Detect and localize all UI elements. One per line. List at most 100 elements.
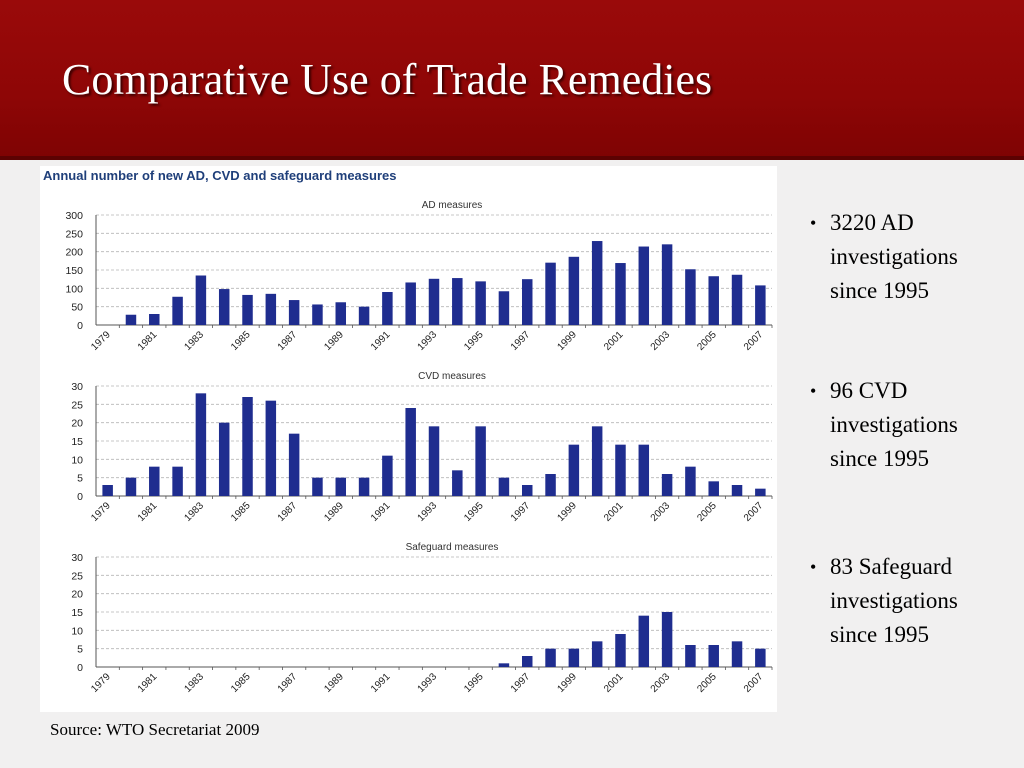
x-tick-label: 1983 bbox=[183, 500, 207, 524]
bar-2003 bbox=[661, 612, 673, 667]
bar-2000 bbox=[591, 241, 603, 325]
bar-2005 bbox=[708, 481, 719, 496]
x-tick-label: 2003 bbox=[649, 329, 673, 353]
bar-1984 bbox=[218, 422, 230, 496]
y-tick-label: 10 bbox=[71, 454, 83, 466]
bar-2004 bbox=[685, 645, 696, 667]
chart-title: CVD measures bbox=[418, 371, 486, 382]
bullet-text-safeguard: 83 Safeguard investigations since 1995 bbox=[830, 554, 958, 647]
y-tick-label: 0 bbox=[77, 491, 83, 503]
bar-2000 bbox=[591, 641, 603, 667]
y-tick-label: 5 bbox=[77, 644, 83, 656]
bar-2001 bbox=[615, 634, 626, 667]
source-note: Source: WTO Secretariat 2009 bbox=[50, 720, 260, 739]
bar-1985 bbox=[242, 397, 253, 496]
bar-1986 bbox=[265, 293, 277, 325]
x-tick-label: 1993 bbox=[416, 329, 440, 353]
bar-1997 bbox=[521, 279, 533, 325]
y-tick-label: 300 bbox=[65, 210, 83, 222]
slide-header bbox=[0, 0, 1024, 160]
bar-1999 bbox=[568, 648, 580, 667]
x-tick-label: 1993 bbox=[416, 500, 440, 524]
x-tick-label: 2001 bbox=[602, 500, 626, 524]
y-tick-label: 25 bbox=[71, 399, 83, 411]
x-tick-label: 1981 bbox=[136, 329, 160, 353]
bar-1990 bbox=[358, 477, 370, 496]
y-tick-label: 20 bbox=[71, 589, 83, 601]
x-tick-label: 1981 bbox=[136, 671, 160, 695]
bar-1981 bbox=[149, 466, 160, 496]
bar-2000 bbox=[591, 426, 603, 496]
y-tick-label: 15 bbox=[71, 436, 83, 448]
bullet-safeguard: • 83 Safeguard investigations since 1995 bbox=[810, 550, 1010, 652]
bar-1987 bbox=[288, 433, 300, 496]
y-tick-label: 15 bbox=[71, 607, 83, 619]
y-tick-label: 10 bbox=[71, 625, 83, 637]
bar-2003 bbox=[661, 244, 673, 325]
x-tick-label: 2005 bbox=[695, 500, 719, 524]
x-tick-label: 1997 bbox=[509, 329, 533, 353]
x-tick-label: 1985 bbox=[229, 500, 253, 524]
x-tick-label: 1993 bbox=[416, 671, 440, 695]
bar-1997 bbox=[521, 656, 533, 667]
x-tick-label: 1981 bbox=[136, 500, 160, 524]
y-tick-label: 25 bbox=[71, 570, 83, 582]
y-tick-label: 50 bbox=[71, 302, 83, 314]
bar-1985 bbox=[242, 294, 253, 325]
bar-1991 bbox=[382, 455, 393, 496]
bar-1989 bbox=[335, 302, 347, 325]
y-tick-label: 5 bbox=[77, 473, 83, 485]
bar-1983 bbox=[195, 393, 207, 496]
x-tick-label: 1985 bbox=[229, 671, 253, 695]
x-tick-label: 2007 bbox=[742, 329, 766, 353]
chart-title: Safeguard measures bbox=[406, 542, 499, 553]
bar-2001 bbox=[615, 444, 626, 496]
bar-2007 bbox=[755, 285, 766, 325]
bar-1993 bbox=[428, 426, 440, 496]
y-tick-label: 100 bbox=[65, 283, 83, 295]
x-tick-label: 2003 bbox=[649, 671, 673, 695]
bar-1992 bbox=[405, 282, 416, 325]
bar-1998 bbox=[545, 474, 556, 496]
bar-1987 bbox=[288, 300, 300, 325]
bar-1988 bbox=[312, 477, 323, 496]
figure-panel: Annual number of new AD, CVD and safegua… bbox=[40, 166, 777, 712]
bar-1995 bbox=[475, 281, 486, 325]
bar-2007 bbox=[755, 488, 766, 496]
bar-1999 bbox=[568, 256, 580, 325]
x-tick-label: 1979 bbox=[89, 329, 113, 353]
x-tick-label: 1999 bbox=[555, 500, 579, 524]
bar-1994 bbox=[452, 470, 463, 496]
x-tick-label: 2005 bbox=[695, 329, 719, 353]
bar-2004 bbox=[685, 466, 696, 496]
x-tick-label: 1991 bbox=[369, 671, 393, 695]
bullet-marker: • bbox=[810, 213, 817, 233]
bar-1981 bbox=[149, 314, 160, 325]
x-tick-label: 1987 bbox=[276, 329, 300, 353]
bullet-marker: • bbox=[810, 381, 817, 401]
y-tick-label: 150 bbox=[65, 265, 83, 277]
x-tick-label: 2003 bbox=[649, 500, 673, 524]
x-tick-label: 1985 bbox=[229, 329, 253, 353]
x-tick-label: 1991 bbox=[369, 329, 393, 353]
bar-1983 bbox=[195, 275, 207, 325]
chart-svg: AD measures 0 50 100 150 200 250 300 1979 1981 198… bbox=[65, 200, 773, 353]
bar-2005 bbox=[708, 276, 719, 325]
bullet-ad: • 3220 AD investigations since 1995 bbox=[810, 206, 1010, 308]
bar-2006 bbox=[731, 485, 743, 496]
y-tick-label: 30 bbox=[71, 552, 83, 564]
x-tick-label: 1999 bbox=[555, 671, 579, 695]
x-tick-label: 1989 bbox=[322, 671, 346, 695]
bar-2007 bbox=[755, 648, 766, 667]
bar-2001 bbox=[615, 263, 626, 325]
bar-1996 bbox=[498, 477, 510, 496]
bar-1998 bbox=[545, 648, 556, 667]
bar-2006 bbox=[731, 641, 743, 667]
figure-title: Annual number of new AD, CVD and safegua… bbox=[43, 168, 397, 183]
x-tick-label: 2001 bbox=[602, 329, 626, 353]
x-tick-label: 2001 bbox=[602, 671, 626, 695]
bullet-marker: • bbox=[810, 557, 817, 577]
safeguard-measures-chart: Safeguard measures 0 5 10 15 20 25 30 1979 1981 19… bbox=[40, 536, 777, 704]
bar-1980 bbox=[125, 314, 137, 325]
y-tick-label: 30 bbox=[71, 381, 83, 393]
